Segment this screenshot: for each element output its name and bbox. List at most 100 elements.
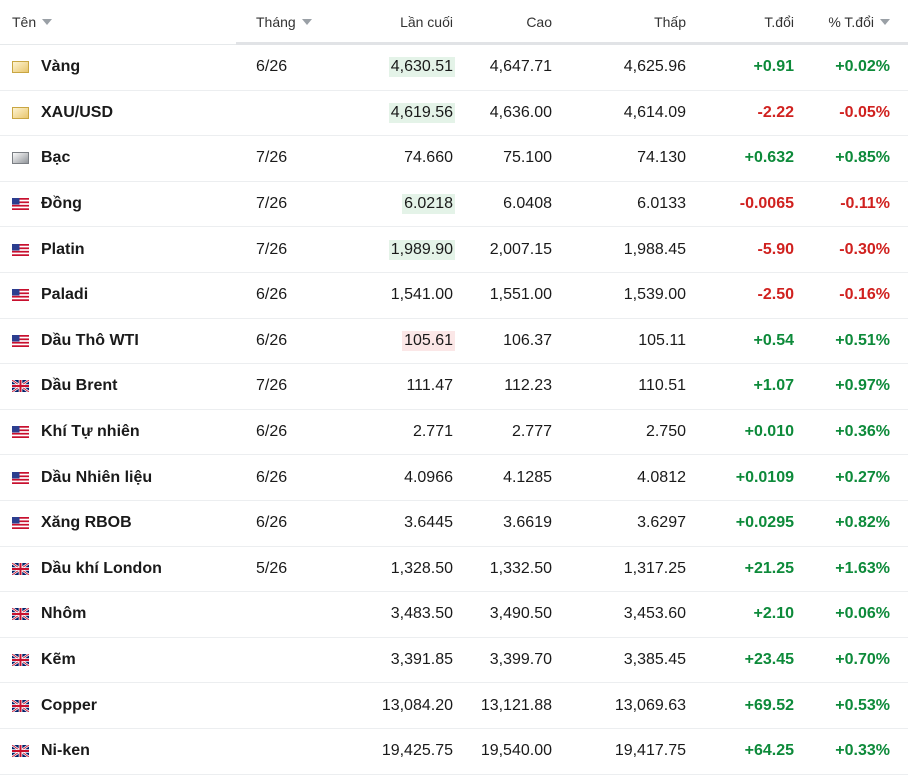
uk-flag-icon	[12, 608, 29, 621]
instrument-name[interactable]: Đồng	[41, 195, 82, 213]
last-cell: 1,989.90	[336, 227, 455, 273]
last-value: 4.0966	[404, 468, 453, 486]
month-cell: 7/26	[256, 377, 288, 395]
instrument-name[interactable]: Kẽm	[41, 651, 76, 669]
table-row[interactable]: Platin 7/26 1,989.90 2,007.15 1,988.45 -…	[0, 227, 908, 273]
last-value: 3,483.50	[390, 605, 453, 623]
instrument-name[interactable]: Platin	[41, 240, 85, 258]
change-pct-cell: +0.85%	[835, 149, 890, 167]
table-row[interactable]: Dầu khí London 5/26 1,328.50 1,332.50 1,…	[0, 546, 908, 592]
instrument-name[interactable]: Dầu Brent	[41, 377, 118, 395]
change-pct-cell: +0.27%	[835, 468, 890, 486]
change-cell: +23.45	[744, 651, 794, 669]
table-row[interactable]: Dầu Thô WTI 6/26 105.61 106.37 105.11 +0…	[0, 318, 908, 364]
sort-caret-icon	[301, 19, 312, 25]
instrument-name[interactable]: Dầu Thô WTI	[41, 331, 139, 349]
instrument-name[interactable]: Ni-ken	[41, 742, 90, 760]
table-row[interactable]: Nhôm 3,483.50 3,490.50 3,453.60 +2.10 +0…	[0, 592, 908, 638]
instrument-name[interactable]: Khí Tự nhiên	[41, 423, 140, 441]
header-last[interactable]: Lần cuối	[336, 0, 453, 45]
month-cell	[236, 728, 336, 774]
us-flag-icon	[12, 471, 29, 484]
instrument-name[interactable]: Dầu Nhiên liệu	[41, 468, 153, 486]
high-cell: 4,636.00	[489, 103, 552, 121]
high-cell: 4.1285	[503, 468, 552, 486]
change-pct-cell: -0.05%	[839, 103, 890, 121]
instrument-name[interactable]: Xăng RBOB	[41, 514, 132, 532]
low-cell: 2.750	[645, 423, 686, 441]
high-cell: 2,007.15	[489, 240, 552, 258]
high-cell: 19,540.00	[480, 742, 552, 760]
change-cell: +0.632	[744, 149, 794, 167]
last-cell: 105.61	[336, 318, 455, 364]
header-name-label: Tên	[12, 14, 37, 30]
last-value: 111.47	[406, 377, 453, 395]
last-value: 3.6445	[404, 514, 453, 532]
last-cell: 4.0966	[336, 455, 453, 501]
header-high-label: Cao	[526, 14, 552, 30]
last-cell: 4,619.56	[336, 90, 455, 136]
instrument-name[interactable]: XAU/USD	[41, 103, 114, 121]
change-pct-cell: -0.30%	[839, 240, 890, 258]
name-cell: XAU/USD	[0, 90, 236, 136]
table-row[interactable]: Khí Tự nhiên 6/26 2.771 2.777 2.750 +0.0…	[0, 409, 908, 455]
last-value: 13,084.20	[381, 696, 453, 714]
header-name[interactable]: Tên	[0, 0, 236, 45]
last-value: 4,630.51	[388, 57, 455, 78]
table-row[interactable]: Dầu Brent 7/26 111.47 112.23 110.51 +1.0…	[0, 364, 908, 410]
header-change-pct[interactable]: % T.đổi	[794, 0, 908, 45]
gold-square-icon	[12, 106, 29, 119]
table-row[interactable]: Xăng RBOB 6/26 3.6445 3.6619 3.6297 +0.0…	[0, 500, 908, 547]
change-cell: +21.25	[744, 559, 794, 577]
change-cell: +0.0295	[735, 514, 794, 532]
uk-flag-icon	[12, 562, 29, 575]
low-cell: 3.6297	[637, 514, 686, 532]
uk-flag-icon	[12, 745, 29, 758]
high-cell: 6.0408	[503, 195, 552, 213]
instrument-name[interactable]: Dầu khí London	[41, 559, 162, 577]
change-pct-cell: +0.33%	[835, 742, 890, 760]
table-row[interactable]: Kẽm 3,391.85 3,399.70 3,385.45 +23.45 +0…	[0, 637, 908, 683]
high-cell: 112.23	[504, 377, 552, 395]
uk-flag-icon	[12, 654, 29, 667]
table-row[interactable]: Ni-ken 19,425.75 19,540.00 19,417.75 +64…	[0, 728, 908, 774]
change-pct-cell: +0.82%	[835, 514, 890, 532]
month-cell: 6/26	[256, 514, 288, 532]
month-cell: 5/26	[256, 559, 288, 577]
us-flag-icon	[12, 426, 29, 439]
change-cell: -5.90	[757, 240, 794, 258]
last-cell: 19,425.75	[336, 728, 453, 774]
last-value: 6.0218	[402, 194, 455, 215]
last-cell: 3,391.85	[336, 637, 453, 683]
table-row[interactable]: Bạc 7/26 74.660 75.100 74.130 +0.632 +0.…	[0, 136, 908, 182]
low-cell: 1,539.00	[623, 286, 686, 304]
table-row[interactable]: Copper 13,084.20 13,121.88 13,069.63 +69…	[0, 683, 908, 729]
last-value: 74.660	[404, 149, 453, 167]
instrument-name[interactable]: Vàng	[41, 58, 81, 76]
header-change[interactable]: T.đổi	[686, 0, 794, 45]
name-cell: Dầu Thô WTI	[0, 318, 236, 364]
table-row[interactable]: XAU/USD 4,619.56 4,636.00 4,614.09 -2.22…	[0, 90, 908, 136]
header-low[interactable]: Thấp	[570, 0, 686, 45]
instrument-name[interactable]: Nhôm	[41, 605, 87, 623]
high-cell: 1,332.50	[489, 559, 552, 577]
high-cell: 1,551.00	[489, 286, 552, 304]
last-value: 1,989.90	[388, 239, 455, 260]
last-cell: 3,483.50	[336, 592, 453, 638]
table-row[interactable]: Đồng 7/26 6.0218 6.0408 6.0133 -0.0065 -…	[0, 181, 908, 227]
header-month[interactable]: Tháng	[236, 0, 336, 45]
header-high[interactable]: Cao	[453, 0, 570, 45]
header-change-pct-label: % T.đổi	[828, 14, 874, 30]
instrument-name[interactable]: Paladi	[41, 286, 89, 304]
name-cell: Copper	[0, 683, 236, 729]
instrument-name[interactable]: Bạc	[41, 149, 71, 167]
table-row[interactable]: Paladi 6/26 1,541.00 1,551.00 1,539.00 -…	[0, 272, 908, 319]
change-pct-cell: +0.02%	[835, 58, 890, 76]
month-cell: 6/26	[256, 286, 288, 304]
table-row[interactable]: Vàng 6/26 4,630.51 4,647.71 4,625.96 +0.…	[0, 45, 908, 91]
instrument-name[interactable]: Copper	[41, 696, 97, 714]
table-row[interactable]: Dầu Nhiên liệu 6/26 4.0966 4.1285 4.0812…	[0, 455, 908, 501]
header-month-label: Tháng	[256, 14, 296, 30]
last-cell: 111.47	[336, 364, 453, 410]
name-cell: Platin	[0, 227, 236, 273]
